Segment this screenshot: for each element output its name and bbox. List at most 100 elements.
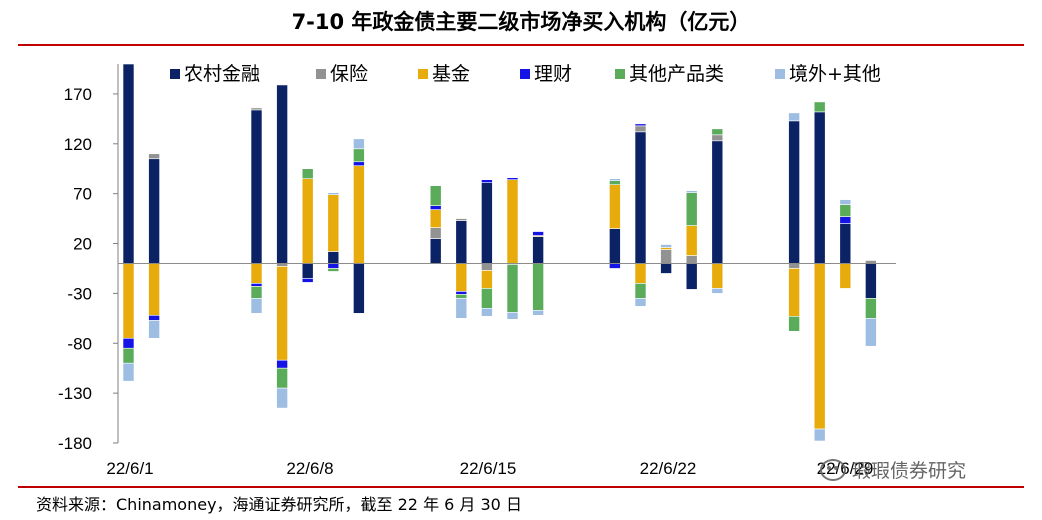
bar-14-1 <box>660 249 672 264</box>
bar-12-3 <box>609 263 621 269</box>
bar-4-3 <box>301 278 314 283</box>
legend-label-3: 理财 <box>534 63 572 85</box>
bar-1-2 <box>148 263 160 316</box>
y-tick-label-1: 120 <box>64 135 92 154</box>
bar-16-5 <box>711 288 724 294</box>
bar-8-3 <box>455 291 468 295</box>
y-axis: 170 120 70 20 -30 -80 -130 -180 <box>58 64 119 453</box>
legend-label-0: 农村金融 <box>184 63 260 85</box>
y-tick-label-7: -180 <box>58 434 92 453</box>
x-tick-label-1: 22/6/8 <box>286 459 333 478</box>
bar-10-3 <box>506 177 519 180</box>
y-tick-label-2: 70 <box>73 185 92 204</box>
bar-15-0 <box>685 263 698 290</box>
bar-0-3 <box>122 337 135 349</box>
legend-swatch-5 <box>775 69 785 79</box>
bar-16-1 <box>711 134 724 142</box>
bar-17-0 <box>788 120 800 264</box>
bar-6-0 <box>353 263 365 314</box>
bar-20-0 <box>865 263 877 299</box>
y-tick-label-5: -80 <box>67 334 92 353</box>
bar-7-1 <box>429 227 442 239</box>
bar-9-4 <box>481 288 493 309</box>
bar-8-2 <box>455 263 468 292</box>
bar-6-4 <box>353 148 365 163</box>
bar-2-1 <box>250 107 263 111</box>
bar-12-4 <box>609 180 621 185</box>
bar-9-0 <box>481 182 493 264</box>
y-tick-label-0: 170 <box>64 85 92 104</box>
legend-label-1: 保险 <box>330 63 368 85</box>
bar-2-3 <box>250 283 263 287</box>
bar-11-5 <box>532 310 544 316</box>
bar-13-3 <box>634 123 647 127</box>
bar-4-0 <box>301 263 314 279</box>
bar-5-3 <box>327 263 340 269</box>
bar-13-0 <box>634 131 647 264</box>
wechat-icon <box>820 458 846 481</box>
bar-9-5 <box>481 308 493 317</box>
bar-14-5 <box>660 244 672 248</box>
bar-1-0 <box>148 158 160 264</box>
bar-2-5 <box>250 298 263 314</box>
bar-19-2 <box>839 263 852 289</box>
bar-7-3 <box>429 205 442 210</box>
bar-3-3 <box>276 359 288 369</box>
bar-6-2 <box>353 165 365 264</box>
bar-18-0 <box>813 111 826 264</box>
bar-11-0 <box>532 236 544 264</box>
legend-swatch-4 <box>615 69 625 79</box>
bar-2-2 <box>250 263 263 284</box>
title-rule <box>18 44 1024 46</box>
y-tick-label-6: -130 <box>58 384 92 403</box>
bar-2-4 <box>250 286 263 299</box>
bar-6-3 <box>353 161 365 167</box>
bar-10-2 <box>506 179 519 264</box>
bar-17-1 <box>788 263 800 269</box>
bar-11-3 <box>532 231 544 236</box>
bars <box>122 63 877 442</box>
bar-12-5 <box>609 178 621 181</box>
bar-16-0 <box>711 140 724 264</box>
bar-2-0 <box>250 109 263 264</box>
bar-0-0 <box>122 63 135 264</box>
legend-swatch-1 <box>316 69 326 79</box>
bar-3-0 <box>276 84 288 264</box>
legend-label-4: 其他产品类 <box>629 63 724 85</box>
bar-10-4 <box>506 264 519 313</box>
bar-19-5 <box>839 199 852 205</box>
y-tick-label-4: -30 <box>67 284 92 303</box>
bar-16-2 <box>711 263 724 289</box>
bar-20-4 <box>865 298 877 319</box>
bar-19-4 <box>839 204 852 217</box>
bar-12-0 <box>609 228 621 264</box>
bar-14-0 <box>660 263 672 274</box>
x-tick-label-2: 22/6/15 <box>460 459 517 478</box>
bar-4-2 <box>301 178 314 264</box>
bar-9-3 <box>481 179 493 183</box>
bar-17-5 <box>788 112 800 122</box>
bar-19-3 <box>839 216 852 224</box>
bar-3-4 <box>276 367 288 389</box>
bar-19-0 <box>839 223 852 264</box>
bar-10-5 <box>506 312 519 320</box>
bar-8-5 <box>455 298 468 319</box>
bar-1-5 <box>148 320 160 339</box>
bar-9-2 <box>481 270 493 289</box>
bar-9-1 <box>481 263 493 271</box>
bar-8-4 <box>455 294 468 299</box>
bar-1-3 <box>148 315 160 321</box>
source-note: 资料来源：Chinamoney，海通证券研究所，截至 22 年 6 月 30 日 <box>36 495 522 514</box>
x-axis: 22/6/1 22/6/8 22/6/15 22/6/22 22/6/29 <box>106 262 896 478</box>
x-tick-label-0: 22/6/1 <box>106 459 153 478</box>
bar-5-5 <box>327 192 340 195</box>
bar-17-2 <box>788 268 800 317</box>
x-tick-label-3: 22/6/22 <box>640 459 697 478</box>
bar-18-4 <box>813 101 826 113</box>
bar-13-4 <box>634 283 647 299</box>
bar-11-4 <box>532 263 544 311</box>
bar-13-2 <box>634 263 647 284</box>
bar-16-4 <box>711 128 724 136</box>
legend-label-2: 基金 <box>432 63 470 85</box>
bar-20-5 <box>865 318 877 347</box>
